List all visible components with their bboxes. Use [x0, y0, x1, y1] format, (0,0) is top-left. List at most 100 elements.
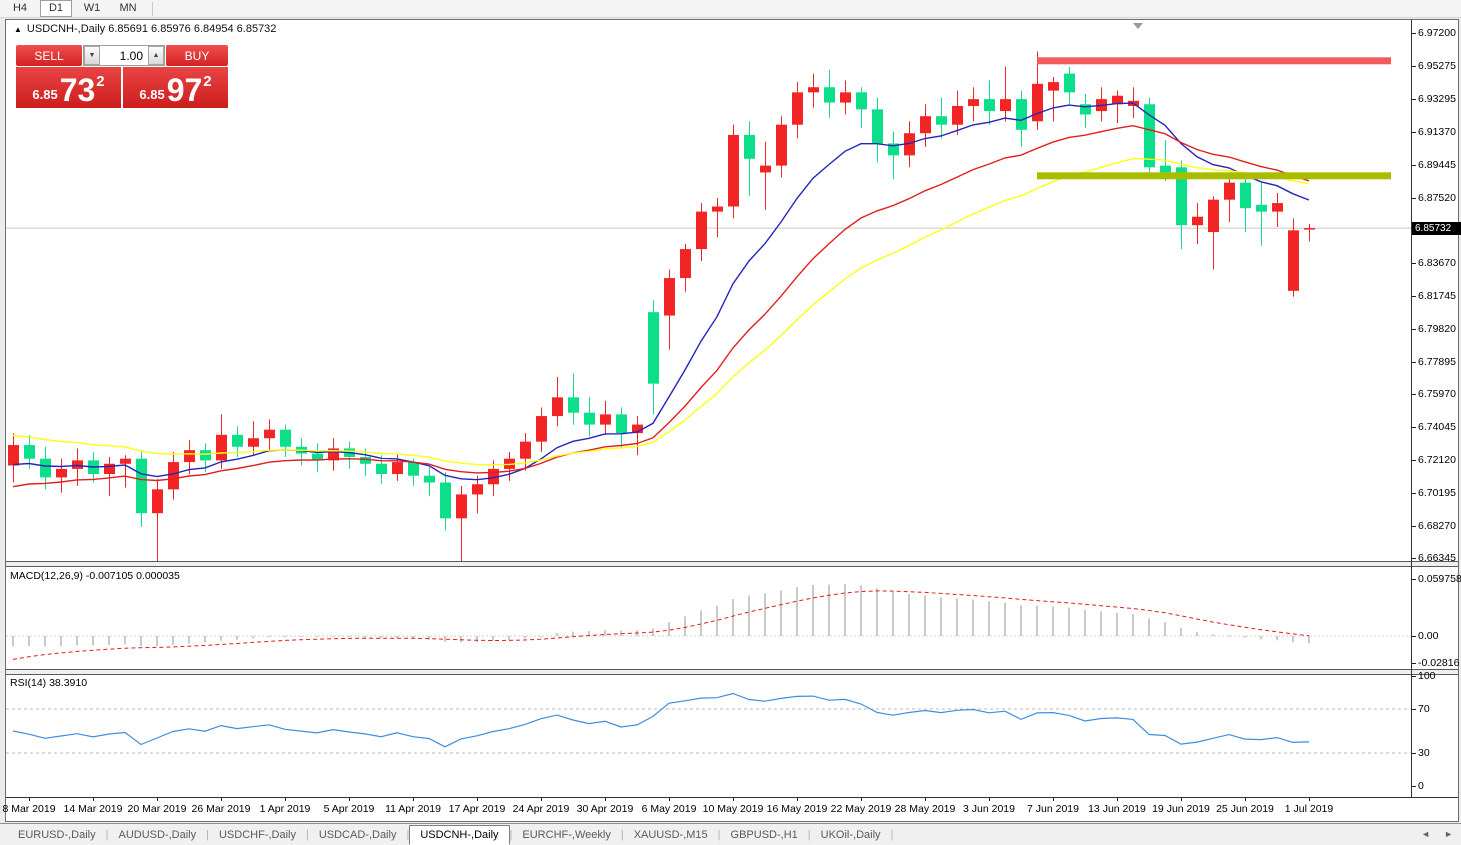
candle	[1112, 90, 1123, 124]
macd-histogram-bar	[1244, 636, 1246, 638]
buy-button[interactable]: BUY	[166, 45, 228, 66]
macd-histogram-bar	[1292, 636, 1294, 643]
macd-histogram-bar	[156, 636, 158, 646]
candle	[1208, 196, 1219, 270]
chart-tab-xauusd[interactable]: XAUUSD-,M15	[633, 828, 708, 841]
timeframe-button-w1[interactable]: W1	[83, 2, 101, 14]
rsi-axis-label: 70	[1418, 703, 1430, 715]
candle	[568, 373, 579, 425]
candle	[120, 455, 131, 488]
price-axis-label: 6.77895	[1418, 356, 1456, 368]
price-axis-label: 6.70195	[1418, 487, 1456, 499]
tab-scroll-right-icon[interactable]: ►	[1444, 829, 1453, 839]
sell-price-pip: 2	[96, 73, 105, 90]
candle	[776, 116, 787, 178]
tab-separator: |	[620, 828, 624, 841]
candle	[808, 73, 819, 108]
panel-splitter[interactable]	[6, 561, 1458, 567]
price-axis-label: 6.95275	[1418, 60, 1456, 72]
candle	[1256, 182, 1267, 246]
axis-tick	[1412, 394, 1416, 395]
buy-price-button[interactable]: 6.85 97 2	[123, 67, 228, 108]
macd-histogram-bar	[732, 599, 734, 636]
macd-axis-label: 0.059758	[1418, 573, 1461, 585]
buy-price-main: 97	[166, 72, 203, 108]
candle	[504, 451, 515, 481]
timeframe-button-h4[interactable]: H4	[12, 2, 28, 14]
chart-tab-gbpusd[interactable]: GBPUSD-,H1	[730, 828, 798, 841]
macd-axis-label: -0.02816	[1418, 657, 1460, 669]
axis-tick	[1412, 460, 1416, 461]
candle	[1288, 218, 1299, 297]
date-axis-label: 17 Apr 2019	[448, 803, 506, 815]
macd-histogram-bar	[860, 585, 862, 636]
one-click-trade-panel: SELL ▼ 1.00 ▲ BUY 6.85 73 2 6.85 97 2	[15, 44, 229, 109]
date-axis-label: 7 Jun 2019	[1027, 803, 1079, 815]
tab-separator: |	[105, 828, 109, 841]
macd-histogram-bar	[796, 587, 798, 636]
current-price-tag: 6.85732	[1412, 222, 1461, 235]
axis-tick	[1412, 558, 1416, 559]
sell-price-button[interactable]: 6.85 73 2	[16, 67, 121, 108]
macd-histogram-bar	[44, 636, 46, 647]
candle	[1016, 90, 1027, 147]
sell-button[interactable]: SELL	[16, 45, 82, 66]
chart-shift-marker-icon[interactable]	[1133, 23, 1143, 29]
candle	[600, 400, 611, 435]
panel-splitter[interactable]	[6, 669, 1458, 675]
date-axis: 8 Mar 2019 14 Mar 2019 20 Mar 2019 26 Mar 2…	[2, 797, 1458, 821]
date-axis-tick	[477, 798, 478, 801]
macd-histogram-bar	[652, 628, 654, 636]
candle	[168, 451, 179, 500]
candle	[664, 269, 675, 350]
candle	[136, 450, 147, 527]
volume-decrease-button[interactable]: ▼	[84, 46, 100, 65]
date-axis-label: 26 Mar 2019	[191, 803, 251, 815]
price-axis-label: 6.93295	[1418, 93, 1456, 105]
chart-window: 8 Mar 2019 14 Mar 2019 20 Mar 2019 26 Mar 2…	[2, 19, 1461, 822]
date-axis-tick	[413, 798, 414, 801]
candle	[920, 104, 931, 147]
date-axis-label: 24 Apr 2019	[512, 803, 570, 815]
chart-tab-eurchf[interactable]: EURCHF-,Weekly	[522, 828, 611, 841]
volume-field: ▼ 1.00 ▲	[83, 45, 165, 66]
chart-tab-ukoil[interactable]: UKOil-,Daily	[820, 828, 881, 841]
macd-histogram-bar	[972, 599, 974, 636]
tab-separator: |	[206, 828, 209, 841]
candle	[712, 197, 723, 238]
volume-increase-button[interactable]: ▲	[148, 46, 164, 65]
chart-tab-eurusd[interactable]: EURUSD-,Daily	[18, 828, 96, 841]
chart-tab-usdcnh[interactable]: USDCNH-,Daily	[409, 824, 510, 845]
resistance-level-line[interactable]	[1037, 57, 1391, 65]
rsi-axis-label: 30	[1418, 747, 1430, 759]
support-level-line[interactable]	[1037, 172, 1391, 180]
tab-scroll-left-icon[interactable]: ◄	[1421, 829, 1431, 839]
candle	[952, 90, 963, 135]
collapse-triangle-icon[interactable]: ▲	[14, 24, 22, 34]
date-axis-label: 6 May 2019	[641, 803, 697, 815]
chart-tab-usdcad[interactable]: USDCAD-,Daily	[318, 828, 397, 841]
price-chart[interactable]	[6, 20, 1411, 561]
timeframe-button-mn[interactable]: MN	[119, 2, 137, 14]
axis-tick	[1412, 362, 1416, 363]
candle	[984, 80, 995, 125]
price-axis-label: 6.91370	[1418, 126, 1456, 138]
chart-title: ▲ USDCNH-,Daily 6.85691 6.85976 6.84954 …	[14, 23, 276, 35]
price-axis-label: 6.97200	[1418, 27, 1456, 39]
date-axis-label: 10 May 2019	[702, 803, 764, 815]
chart-tab-audusd[interactable]: AUDUSD-,Daily	[118, 828, 197, 841]
macd-histogram-bar	[940, 597, 942, 636]
date-axis-label: 19 Jun 2019	[1152, 803, 1210, 815]
buy-price-prefix: 6.85	[139, 87, 165, 102]
timeframe-button-d1[interactable]: D1	[40, 0, 72, 17]
axis-tick	[1412, 753, 1416, 754]
chart-tab-usdchf[interactable]: USDCHF-,Daily	[218, 828, 296, 841]
candle	[328, 438, 339, 471]
macd-histogram-bar	[556, 633, 558, 636]
candle	[1064, 66, 1075, 105]
volume-input[interactable]: 1.00	[119, 48, 143, 63]
macd-histogram-bar	[524, 636, 526, 639]
price-axis-label: 6.87520	[1418, 192, 1456, 204]
candle	[40, 446, 51, 490]
